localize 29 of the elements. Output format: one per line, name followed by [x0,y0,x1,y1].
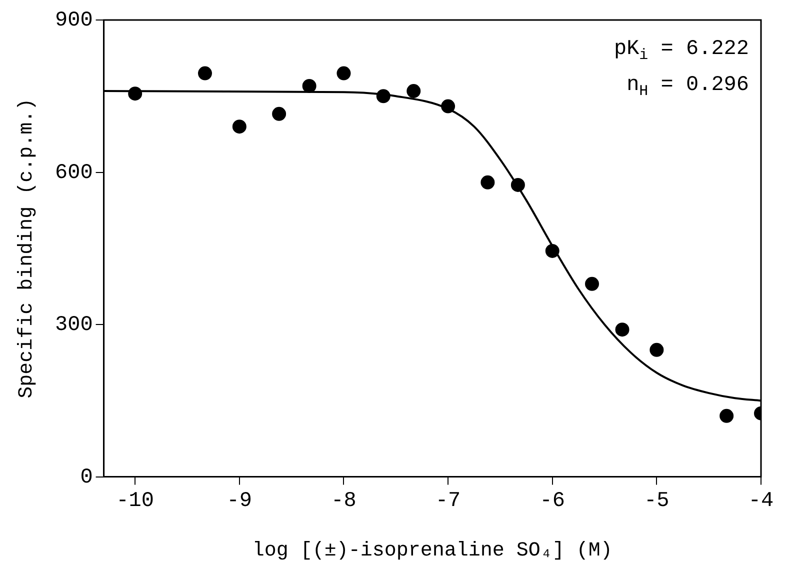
x-tick-label: -8 [331,490,356,513]
x-tick-label: -7 [435,490,461,513]
x-tick-label: -5 [644,490,670,513]
point [510,178,525,192]
x-tick-label: -9 [226,490,252,513]
y-tick-label: 900 [54,10,93,33]
point [480,175,495,190]
point [441,99,456,114]
x-tick-label: -10 [116,490,154,513]
y-tick-label: 300 [54,314,93,338]
x-tick-label: -6 [540,490,565,513]
point [336,66,351,80]
y-axis-title: Specific binding (c.p.m.) [15,98,38,398]
point [585,276,600,291]
point [198,66,212,80]
point [302,78,316,93]
y-tick-label: 0 [80,466,93,490]
point [128,86,142,101]
point [272,106,286,121]
point [650,342,664,357]
point [232,120,246,134]
point [406,84,421,98]
x-tick-label: -4 [748,490,774,513]
point [376,89,390,104]
y-tick-label: 600 [54,162,93,185]
x-axis-title: log [(±)-isoprenaline SO₄] (M) [252,539,612,562]
point [615,322,630,337]
point [545,244,560,258]
point [720,408,734,423]
